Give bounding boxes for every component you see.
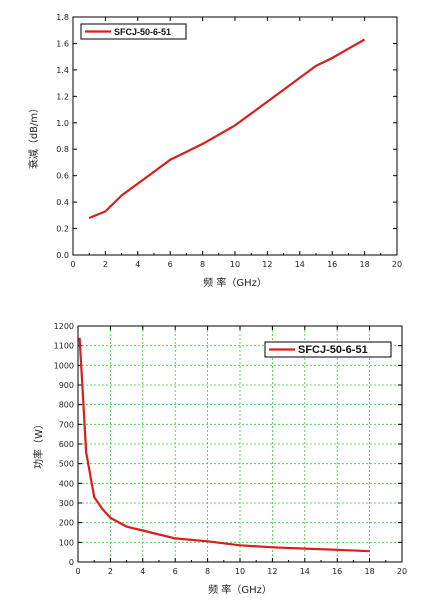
x-tick-label: 14 [295,260,305,269]
legend-label: SFCJ-50-6-51 [114,27,171,37]
y-tick-label: 600 [59,440,74,449]
x-tick-label: 8 [200,260,205,269]
legend: SFCJ-50-6-51 [264,341,392,358]
x-tick-label: 18 [360,260,370,269]
y-tick-label: 200 [59,519,74,528]
y-tick-label: 100 [59,538,74,547]
x-tick-label: 10 [230,260,240,269]
x-tick-label: 10 [235,567,245,576]
y-tick-label: 1.8 [56,13,69,22]
power-chart: 0 2 4 6 8 10 12 14 16 18 2001002003004005006007008… [32,322,407,596]
y-axis-label: 衰减（dB/m） [27,103,40,169]
x-tick-label: 20 [392,260,402,269]
y-tick-label: 1.6 [56,39,69,48]
x-tick-label: 0 [70,260,75,269]
y-tick-label: 1.4 [56,66,69,75]
x-tick-label: 20 [397,567,407,576]
x-axis-label: 频 率（GHz） [208,583,272,596]
x-tick-label: 4 [140,567,145,576]
y-tick-label: 700 [59,420,74,429]
y-tick-label: 0.0 [56,251,69,260]
series-line [78,337,370,553]
attenuation-chart: 0 2 4 6 8 10 12 14 16 18 20 0.0 0.2 0.4 0.6 0.8 1.0 1.2 1.… [27,13,402,289]
x-tick-label: 8 [205,567,210,576]
y-tick-label: 0.2 [56,225,69,234]
x-axis-label: 频 率（GHz） [203,276,267,289]
plot-frame [72,16,398,256]
y-tick-label: 1.0 [56,119,69,128]
y-tick-label: 0.4 [56,198,69,207]
y-tick-label: 1100 [54,342,74,351]
y-tick-label: 400 [59,479,74,488]
y-tick-label: 0 [69,558,74,567]
legend-label: SFCJ-50-6-51 [298,344,368,356]
grid [78,326,402,562]
y-tick-label: 500 [59,460,74,469]
y-tick-label: 1200 [54,322,74,331]
x-tick-label: 12 [262,260,272,269]
y-tick-label: 0.8 [56,145,69,154]
x-tick-label: 2 [108,567,113,576]
y-tick-label: 0.6 [56,172,69,181]
x-tick-label: 14 [300,567,310,576]
y-axis-label: 功率（W） [32,419,45,469]
x-tick-label: 6 [173,567,178,576]
y-tick-label: 1.2 [56,92,69,101]
y-tick-label: 1000 [54,361,74,370]
x-tick-label: 16 [327,260,337,269]
legend: SFCJ-50-6-51 [80,23,187,40]
x-tick-label: 0 [75,567,80,576]
x-tick-label: 18 [365,567,375,576]
x-tick-label: 16 [332,567,342,576]
legend-box [80,23,187,40]
x-tick-label: 2 [103,260,108,269]
x-tick-label: 4 [135,260,140,269]
y-tick-label: 300 [59,499,74,508]
x-tick-label: 6 [168,260,173,269]
legend-box [264,341,392,358]
y-tick-label: 800 [59,401,74,410]
series-line [88,38,366,220]
x-tick-label: 12 [267,567,277,576]
y-tick-label: 900 [59,381,74,390]
